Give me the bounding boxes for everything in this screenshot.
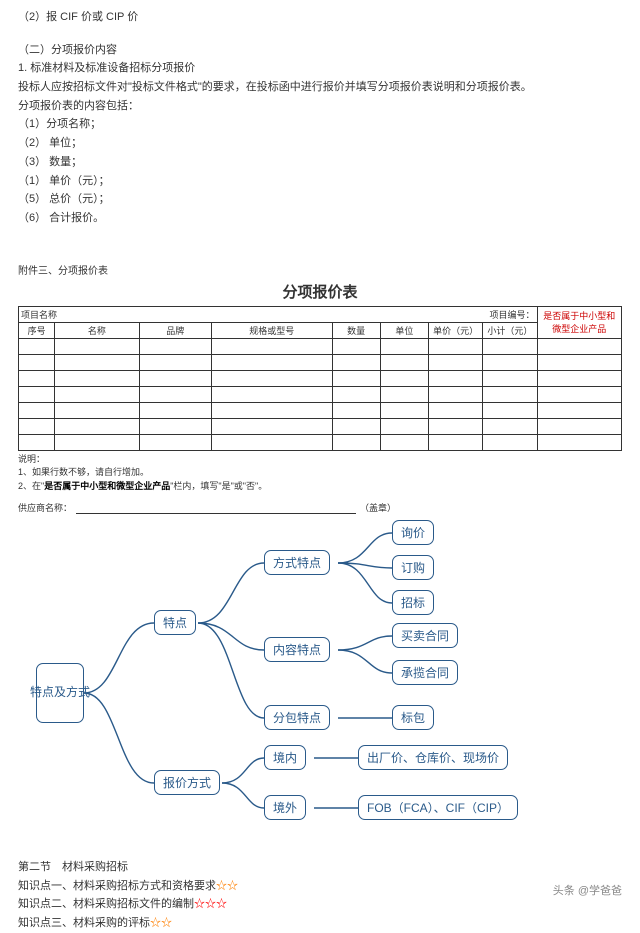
table-row	[19, 402, 622, 418]
supplier-underline	[76, 504, 356, 514]
table-notes: 说明： 1、如果行数不够，请自行增加。 2、在"是否属于中小型和微型企业产品"栏…	[18, 453, 622, 494]
supplier-label: 供应商名称：	[18, 501, 72, 514]
line: （1）分项名称；	[18, 115, 622, 134]
line: （2） 单位；	[18, 134, 622, 153]
table-row	[19, 354, 622, 370]
line: （6） 合计报价。	[18, 209, 622, 228]
footer-block: 第二节 材料采购招标 知识点一、材料采购招标方式和资格要求☆☆ 知识点二、材料采…	[18, 858, 622, 933]
line: （5） 总价（元）；	[18, 190, 622, 209]
col-header: 名称	[55, 322, 139, 338]
col-header: 小计（元）	[483, 322, 537, 338]
node-pricing: 报价方式	[154, 770, 220, 795]
notes-label: 说明：	[18, 453, 622, 467]
col-header: 品牌	[139, 322, 211, 338]
table-row	[19, 386, 622, 402]
connector-lines	[18, 528, 622, 848]
table-body	[19, 338, 622, 450]
col-header: 单价（元）	[429, 322, 483, 338]
leaf-overseas-price: FOB（FCA）、CIF（CIP）	[358, 795, 518, 820]
node-domestic: 境内	[264, 745, 306, 770]
line: （二）分项报价内容	[18, 41, 622, 60]
leaf-sales-contract: 买卖合同	[392, 623, 458, 648]
node-subpackage-feature: 分包特点	[264, 705, 330, 730]
leaf-bid: 招标	[392, 590, 434, 615]
line: 投标人应按招标文件对"投标文件格式"的要求，在投标函中进行报价并填写分项报价表说…	[18, 78, 622, 97]
knowledge-point: 知识点一、材料采购招标方式和资格要求☆☆	[18, 877, 622, 896]
quote-table: 项目名称 项目编号： 是否属于中小型和微型企业产品 序号 名称 品牌 规格或型号…	[18, 306, 622, 451]
line: （2）报 CIF 价或 CIP 价	[18, 8, 622, 27]
col-header: 数量	[332, 322, 380, 338]
mindmap-diagram: 特点及方式 特点 报价方式 方式特点 内容特点 分包特点 境内 境外 询价 订购…	[18, 528, 622, 848]
quote-table-section: 附件三、分项报价表 分项报价表 项目名称 项目编号： 是否属于中小型和微型企业产…	[18, 262, 622, 515]
top-text-block: （2）报 CIF 价或 CIP 价 （二）分项报价内容 1. 标准材料及标准设备…	[18, 8, 622, 228]
node-feature: 特点	[154, 610, 196, 635]
col-header: 单位	[380, 322, 428, 338]
leaf-work-contract: 承揽合同	[392, 660, 458, 685]
watermark: 头条 @学爸爸	[549, 881, 626, 899]
table-row	[19, 434, 622, 450]
attachment-label: 附件三、分项报价表	[18, 262, 622, 277]
line: （3） 数量；	[18, 153, 622, 172]
table-row	[19, 338, 622, 354]
leaf-order: 订购	[392, 555, 434, 580]
node-content-feature: 内容特点	[264, 637, 330, 662]
leaf-inquiry: 询价	[392, 520, 434, 545]
col-header-special: 是否属于中小型和微型企业产品	[537, 306, 621, 338]
line: 分项报价表的内容包括：	[18, 97, 622, 116]
section-heading: 第二节 材料采购招标	[18, 858, 622, 877]
col-header: 规格或型号	[211, 322, 332, 338]
project-name-label: 项目名称	[21, 310, 57, 320]
line: （1） 单价（元）；	[18, 172, 622, 191]
knowledge-point: 知识点三、材料采购的评标☆☆	[18, 914, 622, 933]
line: 1. 标准材料及标准设备招标分项报价	[18, 59, 622, 78]
leaf-package: 标包	[392, 705, 434, 730]
project-code-label: 项目编号：	[490, 310, 535, 320]
leaf-domestic-price: 出厂价、仓库价、现场价	[358, 745, 508, 770]
note-line: 1、如果行数不够，请自行增加。	[18, 466, 622, 480]
note-line: 2、在"是否属于中小型和微型企业产品"栏内，填写"是"或"否"。	[18, 480, 622, 494]
seal-label: （盖章）	[360, 501, 396, 514]
table-title: 分项报价表	[18, 281, 622, 302]
table-row	[19, 418, 622, 434]
supplier-row: 供应商名称： （盖章）	[18, 501, 622, 514]
node-method-feature: 方式特点	[264, 550, 330, 575]
node-overseas: 境外	[264, 795, 306, 820]
col-header: 序号	[19, 322, 55, 338]
node-root: 特点及方式	[36, 663, 84, 723]
table-row	[19, 370, 622, 386]
